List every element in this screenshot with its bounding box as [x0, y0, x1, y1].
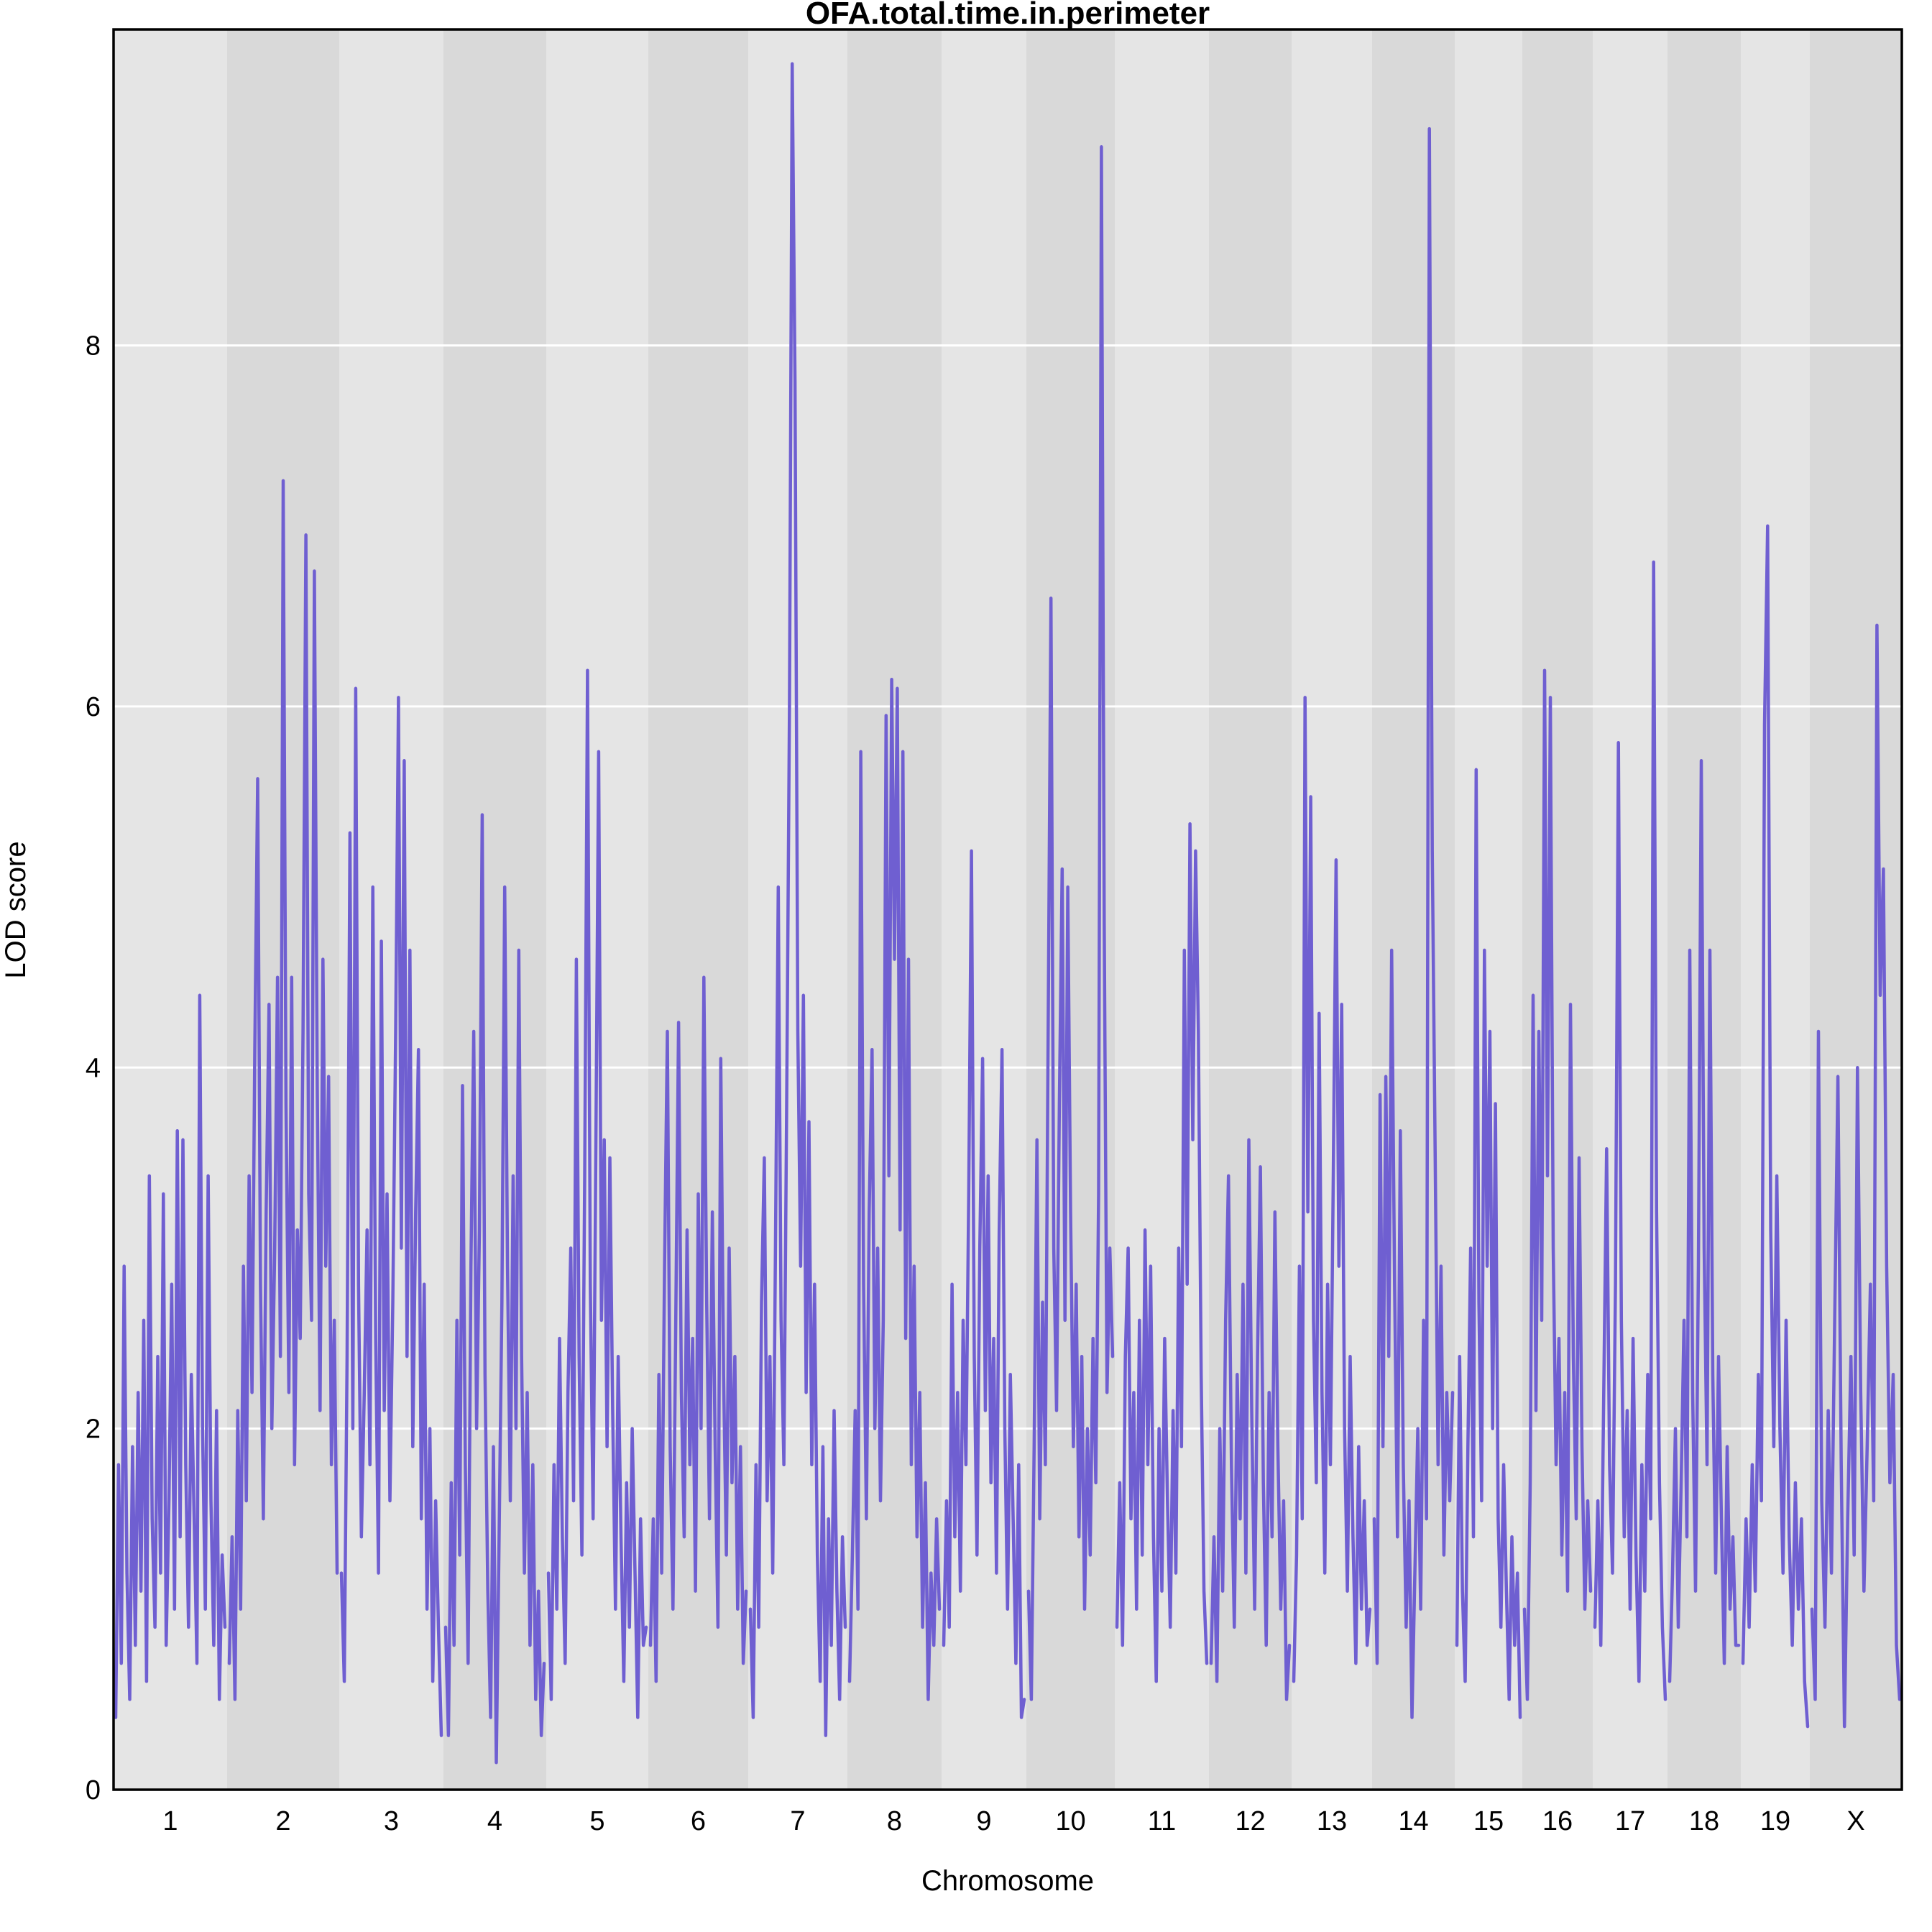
x-tick-label-1: 1 — [162, 1806, 178, 1836]
lod-curve-chr-17 — [1593, 560, 1668, 1701]
lod-curve-chr-3 — [339, 686, 443, 1737]
x-tick-label-6: 6 — [691, 1806, 706, 1836]
x-tick-label-7: 7 — [790, 1806, 805, 1836]
x-tick-label-4: 4 — [487, 1806, 502, 1836]
chromosome-band-16 — [1522, 29, 1593, 1790]
chromosome-band-6 — [648, 29, 748, 1790]
lod-curve-chr-9 — [942, 849, 1026, 1719]
lod-curve-chr-2 — [227, 479, 339, 1701]
lod-curve-chr-4 — [443, 813, 546, 1765]
x-tick-label-17: 17 — [1615, 1806, 1645, 1836]
lod-curve-chr-6 — [648, 975, 748, 1683]
lod-curve-chr-11 — [1115, 822, 1209, 1683]
lod-curve-chr-18 — [1668, 759, 1741, 1683]
lod-curve-chr-X — [1810, 623, 1902, 1729]
x-axis-title: Chromosome — [921, 1865, 1094, 1897]
lod-curve-chr-15 — [1455, 768, 1522, 1719]
x-tick-label-13: 13 — [1317, 1806, 1347, 1836]
plot-title: OFA.total.time.in.perimeter — [806, 0, 1210, 31]
chromosome-band-14 — [1372, 29, 1455, 1790]
x-tick-label-5: 5 — [589, 1806, 604, 1836]
y-tick-label-0: 0 — [86, 1775, 101, 1806]
x-tick-label-16: 16 — [1542, 1806, 1573, 1836]
y-axis-title: LOD score — [0, 841, 32, 978]
lod-curve-chr-12 — [1209, 1138, 1292, 1701]
x-axis-tick-labels: 1 2 3 4 5 6 7 8 9 10 11 12 13 14 15 16 17 18 19 X — [162, 1806, 1864, 1836]
x-tick-label-18: 18 — [1689, 1806, 1719, 1836]
y-tick-label-2: 2 — [86, 1414, 101, 1445]
lod-curves-layer — [114, 62, 1902, 1765]
x-tick-label-11: 11 — [1148, 1806, 1176, 1836]
lod-curve-chr-1 — [114, 993, 227, 1719]
x-tick-label-12: 12 — [1235, 1806, 1265, 1836]
y-tick-label-6: 6 — [86, 692, 101, 722]
y-axis-tick-labels: 0 2 4 6 8 — [86, 331, 101, 1806]
x-tick-label-9: 9 — [976, 1806, 991, 1836]
chromosome-band-15 — [1455, 29, 1522, 1790]
x-tick-label-14: 14 — [1398, 1806, 1428, 1836]
x-tick-label-3: 3 — [384, 1806, 399, 1836]
lod-curve-chr-14 — [1372, 126, 1455, 1719]
plot-border — [112, 28, 1903, 1791]
y-tick-label-4: 4 — [86, 1053, 101, 1083]
lod-curve-chr-16 — [1522, 668, 1593, 1701]
x-tick-label-10: 10 — [1055, 1806, 1085, 1836]
lod-curve-chr-5 — [546, 668, 648, 1719]
x-tick-label-19: 19 — [1760, 1806, 1790, 1836]
lod-curve-chr-19 — [1741, 524, 1810, 1729]
x-tick-label-8: 8 — [887, 1806, 902, 1836]
lod-curve-chr-7 — [748, 62, 847, 1737]
lod-curve-chr-13 — [1292, 696, 1372, 1683]
x-tick-label-15: 15 — [1473, 1806, 1504, 1836]
lod-curve-chr-8 — [847, 677, 942, 1701]
lod-curve-chr-10 — [1026, 145, 1115, 1701]
x-tick-label-2: 2 — [275, 1806, 290, 1836]
x-tick-label-X: X — [1846, 1806, 1864, 1836]
y-tick-label-8: 8 — [86, 331, 101, 362]
